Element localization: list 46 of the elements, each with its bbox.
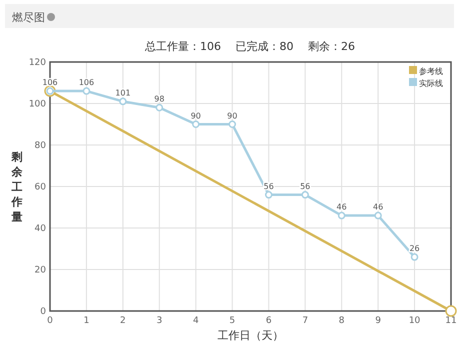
x-tick-label: 11 — [445, 316, 457, 326]
x-tick-label: 10 — [408, 316, 421, 326]
point — [192, 120, 200, 128]
y-tick-label: 20 — [34, 266, 46, 276]
x-tick-label: 8 — [338, 316, 345, 326]
x-tick-label: 0 — [47, 316, 54, 326]
chart-title: 燃尽图 — [12, 11, 45, 24]
x-axis-title: 工作日（天） — [218, 329, 284, 342]
x-tick-label: 4 — [192, 316, 199, 326]
point — [445, 305, 457, 317]
x-tick-label: 9 — [375, 316, 382, 326]
x-tick-label: 3 — [156, 316, 162, 326]
y-axis-title: 剩余工作量 — [10, 150, 24, 224]
point — [228, 120, 236, 128]
y-tick-label: 40 — [34, 224, 46, 234]
x-tick-label: 1 — [84, 316, 90, 326]
point — [338, 212, 346, 220]
y-tick-label: 80 — [34, 141, 46, 151]
data-label: 101 — [115, 88, 131, 98]
data-label: 98 — [154, 94, 164, 104]
point — [264, 191, 272, 199]
point — [119, 98, 127, 106]
data-label: 106 — [78, 78, 94, 88]
data-label: 46 — [336, 202, 347, 212]
y-tick-label: 60 — [34, 182, 46, 192]
x-tick-label: 7 — [302, 316, 308, 326]
point — [301, 191, 309, 199]
point — [82, 87, 90, 95]
point — [156, 104, 164, 112]
y-tick-label: 120 — [28, 58, 46, 68]
legend-label: 参考线 — [419, 67, 443, 76]
point — [410, 253, 418, 261]
data-label: 90 — [227, 111, 238, 120]
y-tick-label: 100 — [28, 100, 46, 110]
point — [374, 212, 382, 220]
x-tick-label: 2 — [120, 316, 126, 326]
data-label: 56 — [264, 182, 274, 191]
x-tick-label: 5 — [229, 316, 236, 326]
x-tick-label: 6 — [266, 316, 272, 326]
data-label: 56 — [300, 182, 310, 191]
legend-label: 实际线 — [419, 79, 443, 88]
chart-subtitle: 总工作量：106 已完成：80 剩余：26 — [144, 40, 355, 53]
y-tick-label: 0 — [40, 307, 46, 317]
data-label: 26 — [409, 244, 420, 254]
data-label: 46 — [372, 202, 384, 212]
data-label: 90 — [190, 111, 201, 120]
